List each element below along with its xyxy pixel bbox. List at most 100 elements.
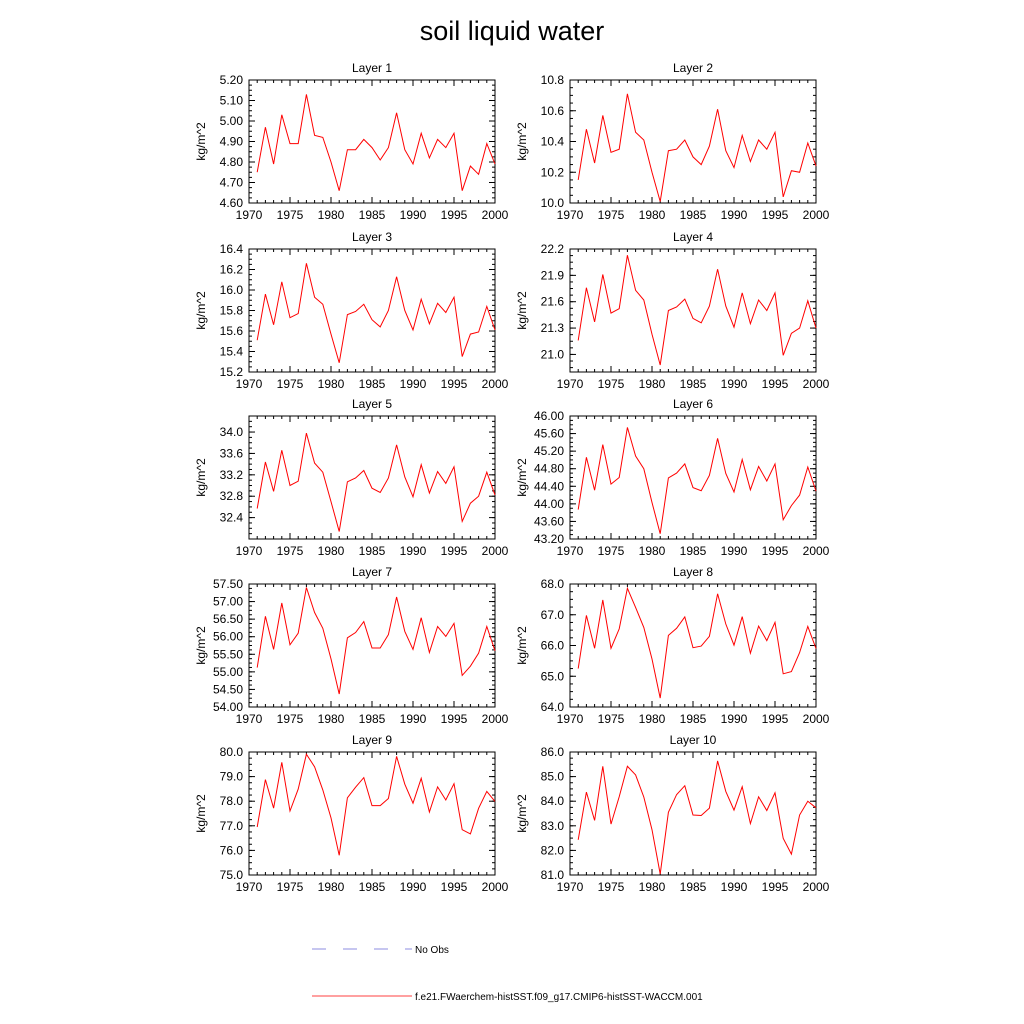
x-tick-label: 1975: [598, 377, 625, 391]
x-tick-label: 1980: [639, 377, 666, 391]
series-line-1: [577, 586, 817, 699]
x-tick-label: 1995: [441, 377, 468, 391]
panel-title: Layer 1: [352, 61, 392, 75]
x-tick-label: 1990: [400, 544, 427, 558]
panel-title: Layer 10: [670, 733, 717, 747]
x-tick-label: 1980: [639, 880, 666, 894]
x-tick-label: 1995: [762, 544, 789, 558]
y-tick-label: 76.0: [220, 843, 244, 857]
y-tick-label: 10.8: [541, 73, 565, 87]
chart-panel-2: Layer 2 1970 1975 1980 1985 1990 1995 2000 10.0 1…: [515, 61, 830, 222]
plot-frame: [248, 751, 496, 876]
plot-frame: [248, 583, 496, 708]
series-line-1: [577, 255, 817, 366]
x-tick-label: 1985: [359, 712, 386, 726]
series-line-1: [256, 94, 496, 191]
y-tick-label: 10.4: [541, 135, 565, 149]
x-tick-label: 1985: [359, 880, 386, 894]
chart-panel-4: Layer 4 1970 1975 1980 1985 1990 1995 2000 21.0 2…: [515, 230, 830, 391]
y-tick-label: 55.00: [213, 665, 243, 679]
y-tick-label: 78.0: [220, 794, 244, 808]
x-tick-label: 2000: [482, 544, 509, 558]
y-axis-label: kg/m^2: [194, 291, 208, 330]
x-tick-label: 1985: [359, 544, 386, 558]
x-tick-label: 1995: [441, 880, 468, 894]
main-title: soil liquid water: [420, 16, 605, 46]
y-tick-label: 5.20: [220, 73, 244, 87]
y-tick-label: 16.4: [220, 242, 244, 256]
chart-panel-3: Layer 3 1970 1975 1980 1985 1990 1995 2000 15.2 1…: [194, 230, 509, 391]
y-tick-label: 45.60: [534, 427, 564, 441]
y-tick-label: 43.20: [534, 532, 564, 546]
panel-title: Layer 5: [352, 397, 392, 411]
x-tick-label: 1975: [598, 880, 625, 894]
chart-panel-9: Layer 9 1970 1975 1980 1985 1990 1995 2000 75.0 7…: [194, 733, 509, 894]
y-axis-label: kg/m^2: [194, 626, 208, 665]
y-tick-label: 21.9: [541, 268, 565, 282]
plot-frame: [569, 415, 817, 540]
x-tick-label: 1970: [557, 377, 584, 391]
x-tick-label: 1990: [400, 208, 427, 222]
panel-title: Layer 8: [673, 565, 713, 579]
x-tick-label: 1990: [721, 208, 748, 222]
y-tick-label: 4.80: [220, 155, 244, 169]
y-tick-label: 75.0: [220, 868, 244, 882]
x-tick-label: 1985: [680, 377, 707, 391]
y-tick-label: 5.10: [220, 94, 244, 108]
x-tick-label: 2000: [482, 208, 509, 222]
plot-frame: [569, 79, 817, 204]
plot-frame: [569, 248, 817, 373]
x-tick-label: 1995: [441, 208, 468, 222]
y-tick-label: 33.2: [220, 468, 244, 482]
x-tick-label: 2000: [803, 880, 830, 894]
panel-title: Layer 4: [673, 230, 713, 244]
x-tick-label: 1975: [598, 712, 625, 726]
y-axis-label: kg/m^2: [515, 122, 529, 161]
x-tick-label: 1975: [277, 377, 304, 391]
y-tick-label: 83.0: [541, 819, 565, 833]
y-tick-label: 65.0: [541, 669, 565, 683]
x-tick-label: 2000: [482, 712, 509, 726]
y-tick-label: 86.0: [541, 745, 565, 759]
series-line-1: [577, 427, 817, 534]
y-tick-label: 67.0: [541, 608, 565, 622]
y-tick-label: 21.0: [541, 347, 565, 361]
chart-panel-8: Layer 8 1970 1975 1980 1985 1990 1995 2000 64.0 6…: [515, 565, 830, 726]
y-tick-label: 33.6: [220, 446, 244, 460]
x-tick-label: 1995: [762, 208, 789, 222]
y-tick-label: 56.00: [213, 630, 243, 644]
x-tick-label: 1995: [441, 712, 468, 726]
y-axis-label: kg/m^2: [194, 458, 208, 497]
y-tick-label: 45.20: [534, 444, 564, 458]
chart-panel-10: Layer 10 1970 1975 1980 1985 1990 1995 2000 81.0…: [515, 733, 830, 894]
y-axis-label: kg/m^2: [515, 291, 529, 330]
y-tick-label: 4.90: [220, 135, 244, 149]
chart-panel-5: Layer 5 1970 1975 1980 1985 1990 1995 2000 32.4 3…: [194, 397, 509, 558]
x-tick-label: 1985: [680, 208, 707, 222]
x-tick-label: 1975: [277, 544, 304, 558]
y-tick-label: 64.0: [541, 700, 565, 714]
series-line-1: [256, 587, 496, 695]
x-tick-label: 1975: [598, 544, 625, 558]
x-tick-label: 1995: [762, 377, 789, 391]
x-tick-label: 1980: [318, 377, 345, 391]
x-tick-label: 1995: [762, 712, 789, 726]
x-tick-label: 1990: [721, 880, 748, 894]
x-tick-label: 1990: [721, 712, 748, 726]
series-line-1: [577, 93, 817, 202]
y-tick-label: 57.50: [213, 577, 243, 591]
series-line-1: [256, 432, 496, 532]
x-tick-label: 2000: [803, 544, 830, 558]
y-tick-label: 34.0: [220, 425, 244, 439]
y-tick-label: 32.8: [220, 489, 244, 503]
y-tick-label: 57.00: [213, 595, 243, 609]
legend: No Obs f.e21.FWaerchem-histSST.f09_g17.CM…: [312, 945, 703, 1003]
y-tick-label: 15.8: [220, 304, 244, 318]
series-line-1: [256, 752, 496, 856]
y-tick-label: 15.4: [220, 345, 244, 359]
x-tick-label: 2000: [803, 208, 830, 222]
x-tick-label: 1970: [557, 544, 584, 558]
panel-title: Layer 2: [673, 61, 713, 75]
y-tick-label: 56.50: [213, 612, 243, 626]
y-tick-label: 85.0: [541, 770, 565, 784]
